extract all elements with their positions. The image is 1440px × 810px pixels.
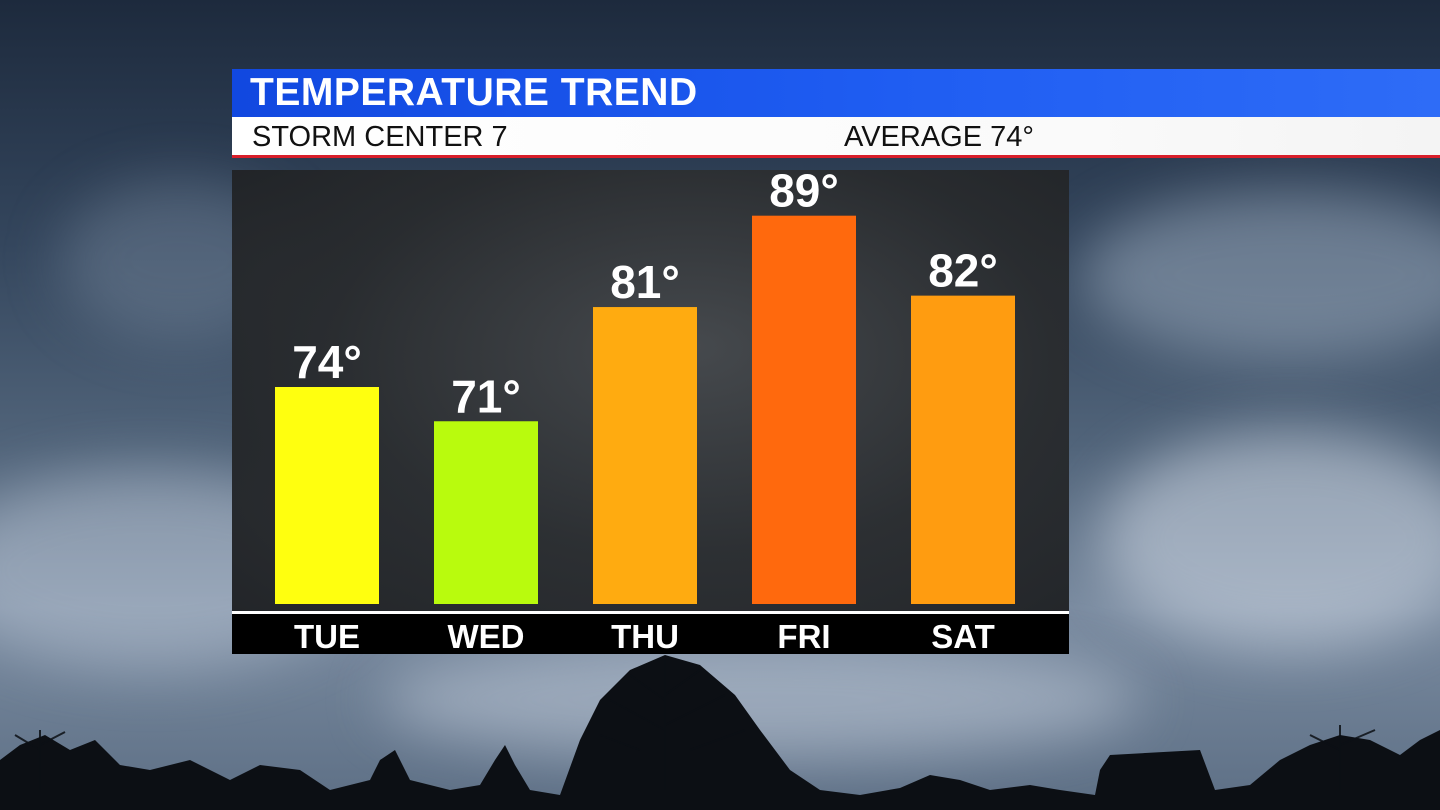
category-label-fri: FRI xyxy=(777,618,830,655)
cloud xyxy=(1080,190,1440,360)
value-label-wed: 71° xyxy=(451,370,521,422)
subheader-band xyxy=(232,117,1440,158)
value-label-sat: 82° xyxy=(928,245,998,297)
category-label-sat: SAT xyxy=(931,618,995,655)
bar-fri xyxy=(752,215,856,604)
bar-wed xyxy=(434,421,538,604)
chart-title: TEMPERATURE TREND xyxy=(250,71,698,114)
bar-tue xyxy=(275,387,379,604)
header-band xyxy=(232,69,1440,117)
cloud xyxy=(1100,430,1440,650)
tree-silhouettes xyxy=(0,655,1440,810)
value-label-thu: 81° xyxy=(610,256,680,308)
category-strip xyxy=(232,614,1069,654)
bar-thu xyxy=(593,307,697,604)
x-axis-line xyxy=(232,611,1069,614)
category-label-tue: TUE xyxy=(294,618,360,655)
category-label-thu: THU xyxy=(611,618,679,655)
station-label: STORM CENTER 7 xyxy=(252,121,508,153)
category-label-wed: WED xyxy=(448,618,525,655)
value-label-tue: 74° xyxy=(292,336,362,388)
value-label-fri: 89° xyxy=(769,165,839,217)
average-label: AVERAGE 74° xyxy=(844,121,1034,153)
bar-sat xyxy=(911,295,1015,604)
